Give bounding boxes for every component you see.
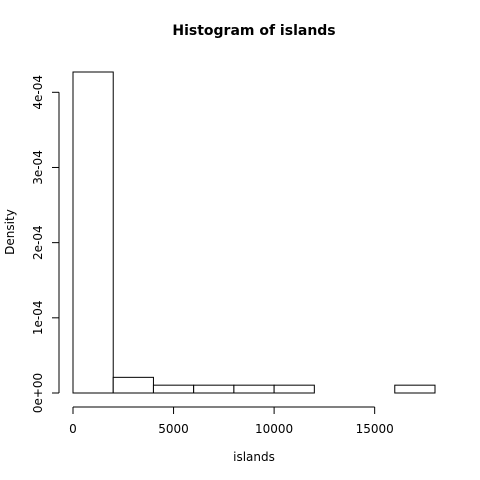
y-tick-label-1: 1e-04 [31,301,45,336]
x-axis: 0 5000 10000 15000 [69,406,394,436]
y-tick-label-2: 2e-04 [31,225,45,260]
histogram-bar-8 [394,384,436,394]
y-axis: 0e+00 1e-04 2e-04 3e-04 4e-04 [31,75,60,413]
x-axis-label: islands [233,450,275,464]
histogram-bar-2 [152,384,195,394]
histogram-bar-0 [72,71,114,394]
chart-title: Histogram of islands [172,23,335,39]
y-tick-label-3: 3e-04 [31,150,45,185]
x-tick-label-0: 0 [69,422,77,436]
x-tick-label-1: 5000 [158,422,189,436]
y-axis-label: Density [3,209,17,255]
x-tick-label-2: 10000 [255,422,293,436]
histogram-bar-1 [112,376,154,394]
histogram-bar-5 [273,384,315,394]
y-tick-label-4: 4e-04 [31,75,45,110]
histogram-bar-4 [233,384,275,394]
x-tick-label-3: 15000 [356,422,394,436]
y-tick-label-0: 0e+00 [31,373,45,413]
histogram-bars [72,71,436,394]
histogram-bar-3 [193,384,235,394]
